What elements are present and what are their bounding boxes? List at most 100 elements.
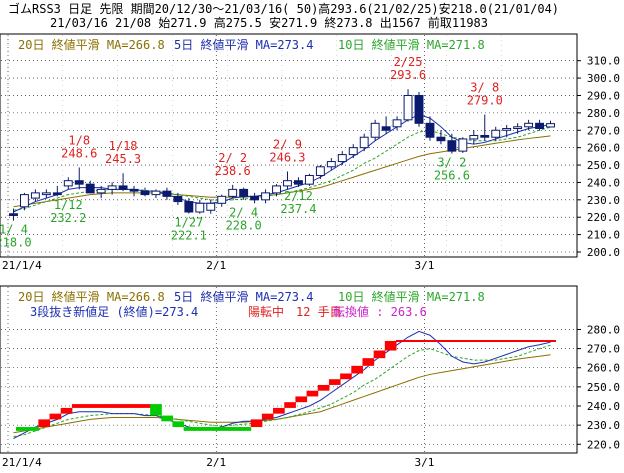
candle-body-up <box>337 154 347 163</box>
candle-body-up <box>403 94 413 121</box>
candle-body-up <box>19 194 29 208</box>
low-annotation: 1/12 <box>54 198 83 212</box>
candle-body-down <box>480 134 490 138</box>
candle-body-up <box>261 192 271 201</box>
x-tick-label: 3/1 <box>415 259 435 272</box>
candle-body-up <box>151 190 161 196</box>
candle-body-up <box>96 188 106 194</box>
low-annotation: 3/ 2 <box>437 156 466 170</box>
candle-body-up <box>546 123 555 128</box>
candle-body-up <box>272 185 281 194</box>
ma20-line <box>13 354 551 434</box>
legend-entry: 10日 終値平滑 MA=271.8 <box>338 37 485 52</box>
brick-up <box>127 404 140 408</box>
y-tick-label: 280.0 <box>587 107 620 120</box>
y-tick-label: 240.0 <box>587 176 620 189</box>
candle-body-up <box>524 122 534 128</box>
brick-up <box>60 407 73 414</box>
brick-down <box>16 427 28 431</box>
header-line-1: ゴムRSS3 日足 先限 期間20/12/30～21/03/16( 50)高29… <box>8 1 559 16</box>
candle-body-up <box>41 192 51 196</box>
y-tick-label: 240.0 <box>587 400 620 413</box>
legend-entry: 5日 終値平滑 MA=273.4 <box>174 37 313 52</box>
break-info-text: 転換値 : 263.6 <box>333 304 427 319</box>
brick-down <box>228 427 241 431</box>
candle-body-up <box>206 202 216 211</box>
brick-down <box>194 427 207 431</box>
candle-body-up <box>392 119 402 128</box>
candle-body-up <box>107 185 117 190</box>
brick-up <box>351 365 363 374</box>
x-tick-label: 3/1 <box>415 456 435 469</box>
brick-up <box>116 404 129 408</box>
brick-up <box>284 402 296 408</box>
three-line-break-bricks <box>16 339 556 431</box>
candle-body-down <box>447 140 457 152</box>
low-annotation: 218.0 <box>0 236 32 250</box>
brick-up <box>328 379 341 385</box>
candle-body-down <box>184 201 194 213</box>
brick-up <box>49 413 62 420</box>
candle-body-up <box>228 188 238 197</box>
candle-body-up <box>283 180 292 187</box>
brick-up <box>340 373 352 380</box>
break-chart-x-axis: 21/1/4 2/1 3/1 <box>2 456 434 469</box>
break-info-text: 3段抜き新値足 (終値)=273.4 <box>30 304 198 319</box>
high-annotation: 2/25 <box>394 55 423 69</box>
candle-body-up <box>513 126 523 130</box>
y-tick-label: 280.0 <box>587 323 620 336</box>
y-tick-label: 260.0 <box>587 362 620 375</box>
brick-up <box>261 413 274 420</box>
high-annotation: 238.6 <box>215 164 251 178</box>
candle-body-up <box>63 180 73 187</box>
brick-up <box>94 404 106 408</box>
candle-body-up <box>469 134 479 140</box>
high-annotation: 2/ 2 <box>218 151 247 165</box>
high-annotation: 245.3 <box>105 152 141 166</box>
candle-chart-x-axis: 21/1/4 2/1 3/1 <box>2 259 434 272</box>
brick-down <box>206 427 218 431</box>
y-tick-label: 230.0 <box>587 194 620 207</box>
low-annotation: 1/ 4 <box>0 223 28 237</box>
candle-body-down <box>173 195 183 203</box>
break-chart-y-axis: 280.0 270.0 260.0 250.0 240.0 230.0 220.0 <box>577 323 620 451</box>
break-chart-moving-averages <box>13 330 551 439</box>
brick-down <box>172 421 185 428</box>
brick-down <box>183 427 196 431</box>
brick-up <box>138 404 151 408</box>
brick-up <box>384 340 397 351</box>
brick-up <box>317 384 330 391</box>
low-annotation: 2/ 4 <box>229 205 258 219</box>
candle-body-up <box>217 195 227 204</box>
candle-body-up <box>195 202 205 213</box>
candle-body-down <box>414 94 424 124</box>
candlesticks <box>9 89 555 221</box>
y-tick-label: 270.0 <box>587 124 620 137</box>
candle-body-up <box>458 138 468 152</box>
header-line-2: 21/03/16 21/08 始271.9 高275.5 安271.9 終273… <box>50 15 488 30</box>
candle-body-down <box>9 213 18 216</box>
candle-body-down <box>162 190 172 197</box>
high-annotation: 1/18 <box>109 139 138 153</box>
low-annotation: 222.1 <box>171 229 207 243</box>
candle-body-down <box>74 180 84 185</box>
candle-body-down <box>129 188 139 192</box>
y-tick-label: 210.0 <box>587 229 620 242</box>
candle-body-down <box>85 183 95 194</box>
brick-down <box>217 427 229 431</box>
high-annotation: 279.0 <box>467 94 503 108</box>
candle-body-up <box>304 174 314 185</box>
brick-up <box>38 419 51 428</box>
brick-down <box>150 404 162 416</box>
y-tick-label: 270.0 <box>587 343 620 356</box>
y-tick-label: 250.0 <box>587 159 620 172</box>
candle-body-down <box>52 192 62 196</box>
break-info-text: 陽転中 12 手目 <box>248 304 342 319</box>
brick-up <box>71 404 84 408</box>
x-tick-label: 2/1 <box>206 259 226 272</box>
brick-up <box>362 358 375 366</box>
candle-body-down <box>535 122 545 130</box>
high-annotation: 1/8 <box>68 133 90 147</box>
break-chart-legend: 20日 終値平滑 MA=266.8 5日 終値平滑 MA=273.4 10日 終値平… <box>18 289 485 319</box>
